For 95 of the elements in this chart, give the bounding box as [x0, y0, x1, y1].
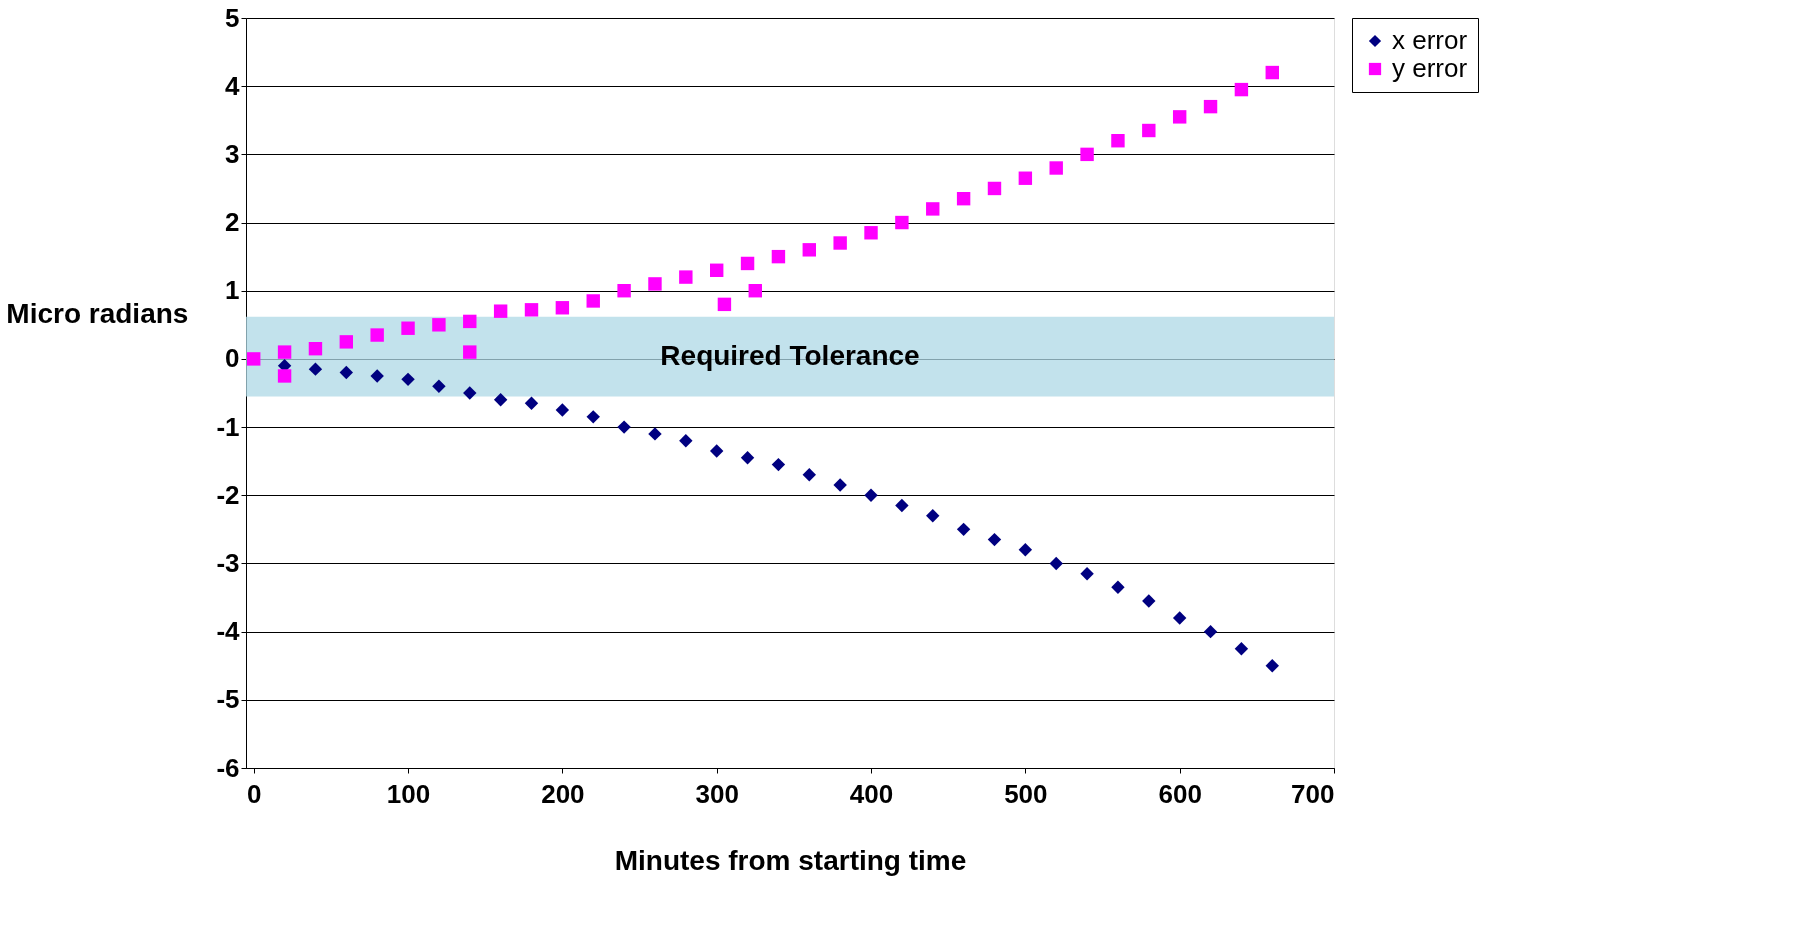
point — [555, 301, 570, 315]
point — [895, 498, 909, 513]
point — [1265, 659, 1279, 673]
point — [926, 509, 940, 523]
point — [1203, 624, 1218, 639]
y-tick-label: -1 — [216, 411, 240, 442]
point — [617, 420, 631, 434]
point — [463, 386, 477, 400]
point — [987, 532, 1002, 547]
point — [648, 277, 662, 291]
point — [833, 236, 847, 250]
y-tick-label: 3 — [225, 138, 240, 169]
point — [401, 372, 415, 387]
band-label: Required Tolerance — [660, 339, 920, 371]
y-tick-label: -6 — [216, 752, 240, 783]
point — [247, 352, 261, 366]
point — [617, 284, 631, 298]
point — [956, 522, 971, 537]
point — [679, 434, 693, 448]
point — [1049, 556, 1063, 571]
point — [524, 303, 539, 317]
point — [833, 478, 847, 492]
x-tick-label: 400 — [849, 778, 894, 809]
y-tick-label: 4 — [225, 70, 241, 101]
x-tick-label: 300 — [695, 778, 739, 809]
point — [308, 341, 323, 356]
point — [802, 468, 816, 482]
point — [1172, 110, 1187, 124]
y-axis-title: Micro radians — [6, 297, 189, 329]
point — [339, 365, 354, 380]
point — [1111, 134, 1125, 148]
point — [956, 191, 971, 206]
point — [463, 314, 477, 329]
point — [740, 256, 755, 271]
point — [277, 345, 292, 359]
point — [1234, 82, 1249, 97]
point — [1049, 161, 1063, 175]
legend-label: y error — [1392, 53, 1468, 83]
point — [679, 270, 693, 284]
point — [709, 444, 724, 458]
point — [555, 403, 570, 417]
x-tick-label: 500 — [1004, 778, 1048, 809]
point — [1265, 65, 1279, 80]
y-tick-label: 2 — [225, 207, 240, 238]
point — [1111, 580, 1125, 595]
x-tick-label: 200 — [541, 778, 585, 809]
point — [308, 362, 323, 376]
point — [493, 304, 508, 318]
point — [1080, 566, 1094, 581]
point — [493, 393, 508, 407]
point — [463, 345, 477, 359]
x-tick-label: 600 — [1158, 778, 1202, 809]
point — [1018, 543, 1033, 557]
point — [709, 263, 724, 277]
point — [401, 321, 415, 335]
x-tick-label: 100 — [386, 778, 431, 809]
point — [895, 215, 909, 230]
point — [771, 457, 786, 472]
point — [864, 488, 878, 502]
point — [339, 335, 354, 349]
point — [771, 249, 786, 264]
point — [1172, 611, 1187, 625]
point — [802, 243, 816, 257]
point — [586, 410, 600, 424]
y-tick-label: -4 — [216, 616, 241, 647]
y-tick-label: -5 — [216, 684, 240, 715]
point — [648, 427, 662, 441]
point — [740, 451, 755, 465]
point — [370, 369, 384, 383]
y-tick-label: -3 — [216, 547, 240, 578]
point — [432, 379, 446, 393]
point — [1080, 147, 1094, 162]
x-axis-title: Minutes from starting time — [614, 844, 967, 876]
x-tick-label: 0 — [246, 778, 262, 809]
point — [748, 284, 762, 298]
point — [586, 294, 600, 308]
x-tick-label: 700 — [1291, 778, 1335, 809]
point — [277, 369, 292, 383]
point — [1018, 171, 1033, 185]
point — [1142, 594, 1156, 608]
y-tick-label: 1 — [225, 275, 240, 306]
point — [1234, 641, 1249, 656]
y-tick-label: -2 — [216, 479, 240, 510]
y-tick-label: 0 — [225, 343, 240, 374]
point — [717, 297, 732, 312]
point — [370, 328, 384, 342]
point — [987, 181, 1002, 196]
y-tick-label: 5 — [225, 2, 240, 33]
point — [1142, 123, 1156, 138]
point — [524, 396, 539, 410]
point — [432, 318, 446, 332]
point — [926, 202, 940, 216]
point — [864, 226, 878, 240]
point — [1203, 99, 1218, 114]
legend-label: x error — [1392, 25, 1468, 55]
